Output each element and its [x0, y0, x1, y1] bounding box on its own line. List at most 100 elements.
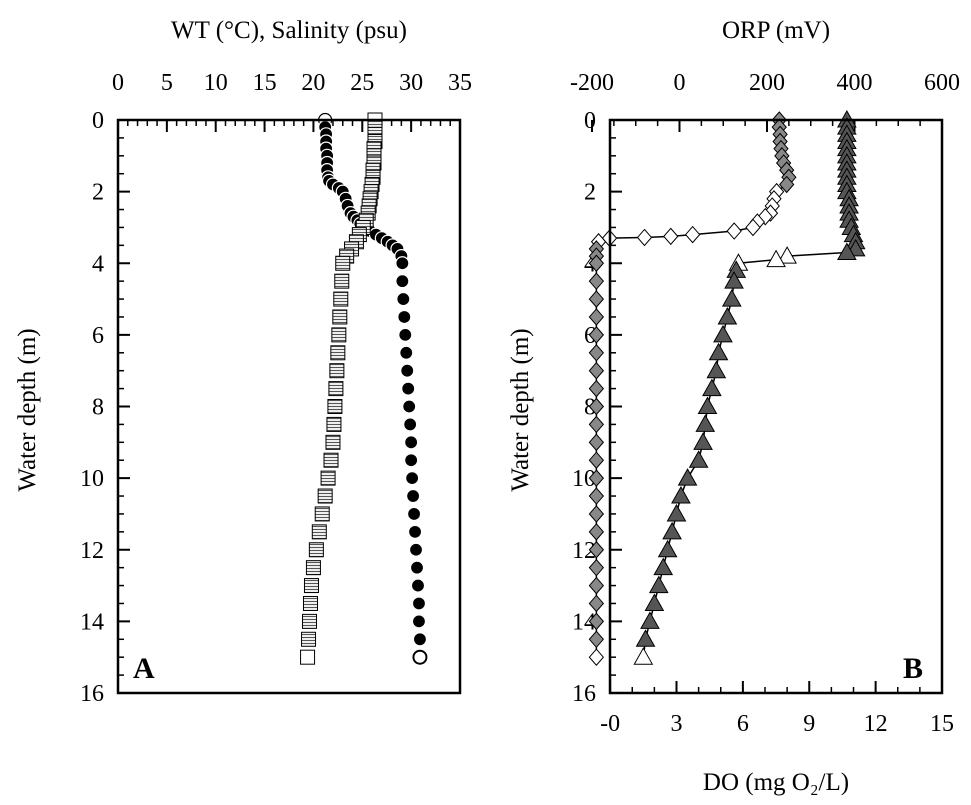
panel-b-top-x-tick-label: 400	[837, 70, 873, 96]
panel-a-x-tick-label: 0	[112, 70, 124, 96]
temperature-point	[400, 363, 415, 378]
temperature-point	[403, 417, 418, 432]
panel-b-bottom-axis-label: DO (mg O₂/L)	[703, 769, 849, 796]
salinity-point	[320, 470, 336, 486]
salinity-point	[335, 255, 351, 271]
orp-point	[588, 272, 605, 290]
do-point	[648, 575, 669, 594]
panel-b-frame	[608, 118, 944, 695]
panel-a-frame	[116, 118, 462, 695]
panel-b-label: B	[903, 652, 923, 685]
panel-a-y-tick-label: 0	[92, 108, 104, 134]
orp-point	[745, 218, 761, 237]
temperature-point	[402, 399, 417, 414]
do-point	[697, 396, 718, 414]
salinity-point	[327, 399, 343, 414]
orp-point	[588, 612, 605, 631]
orp-point	[588, 523, 605, 541]
orp-point	[636, 228, 653, 247]
panel-a-y-tick-label: 8	[92, 395, 104, 421]
salinity-point	[333, 291, 349, 307]
salinity-point	[305, 560, 321, 576]
panel-a-axes: 0 2 4 6 8 10 12 14 16 0 5 10 15 20 25 30 35	[80, 70, 472, 707]
panel-b-bottom-x-tick-label: 6	[737, 711, 749, 737]
panel-a-y-tick-label: 14	[80, 609, 104, 635]
do-point	[693, 432, 713, 450]
temperature-point	[398, 327, 413, 342]
salinity-point	[303, 578, 319, 594]
panel-a-x-tick-label: 30	[399, 70, 423, 96]
orp-point	[588, 361, 605, 380]
temperature-point	[395, 256, 410, 271]
panel-b-top-axis-label: ORP (mV)	[722, 17, 830, 44]
temperature-point	[397, 309, 412, 325]
temperature-point	[405, 471, 420, 486]
temperature-point	[409, 560, 425, 575]
panel-a-y-tick-label: 16	[80, 681, 104, 707]
orp-point	[588, 630, 605, 649]
panel-b-bottom-x-tick-label: -0	[600, 711, 620, 737]
panel-a-y-tick-label: 4	[92, 251, 104, 277]
temperature-point	[404, 453, 419, 468]
orp-point	[588, 326, 605, 344]
panel-b-y-tick-label: 2	[584, 180, 596, 206]
panel-a-y-tick-label: 12	[80, 538, 104, 564]
panel-a-x-tick-label: 5	[161, 70, 173, 96]
do-point	[777, 246, 797, 264]
orp-point	[588, 290, 605, 308]
orp-point	[588, 505, 605, 523]
orp-point	[588, 469, 605, 487]
panel-a-label: A	[133, 652, 155, 685]
panel-b-bottom-x-tick-label: 12	[864, 711, 888, 737]
do-point	[640, 611, 660, 629]
panel-a-top-axis-label: WT (°C), Salinity (psu)	[171, 17, 407, 44]
orp-line	[595, 120, 790, 658]
salinity-point	[302, 613, 318, 629]
salinity-point	[334, 273, 350, 289]
do-point	[706, 360, 727, 379]
orp-point	[588, 308, 605, 326]
do-point	[653, 557, 674, 576]
do-point	[671, 486, 691, 504]
salinity-point	[329, 363, 345, 379]
orp-point	[588, 540, 605, 559]
do-point	[713, 324, 733, 343]
orp-point	[588, 397, 605, 416]
temperature-point	[411, 614, 427, 629]
do-point	[644, 593, 665, 611]
salinity-point	[308, 542, 324, 558]
panel-a-y-tick-label: 6	[92, 323, 104, 349]
temperature-point	[395, 274, 410, 289]
orp-point	[726, 222, 742, 240]
salinity-point	[323, 452, 339, 468]
orp-point	[684, 225, 701, 244]
do-point	[635, 629, 656, 647]
do-point	[702, 378, 722, 397]
salinity-point	[331, 327, 347, 343]
salinity-point	[302, 595, 318, 611]
orp-point	[588, 415, 605, 434]
temperature-point	[412, 632, 428, 647]
salinity-point	[311, 524, 327, 540]
salinity-point	[314, 506, 330, 522]
temperature-point	[401, 381, 416, 396]
salinity-point	[332, 309, 348, 325]
temperature-point	[412, 649, 428, 665]
panel-b-marks	[588, 109, 866, 666]
salinity-point	[328, 381, 344, 397]
salinity-point	[300, 649, 316, 665]
temperature-point	[396, 291, 411, 307]
orp-point	[588, 433, 605, 452]
temperature-point	[399, 345, 414, 360]
panel-a-marks	[300, 112, 428, 665]
panel-b-y-tick-label: 0	[584, 108, 596, 134]
orp-point	[588, 558, 605, 577]
orp-point	[588, 254, 605, 273]
do-point	[633, 647, 654, 665]
salinity-point	[301, 631, 317, 647]
panel-a-y-tick-label: 2	[92, 180, 104, 206]
panel-b-top-x-tick-label: 200	[749, 70, 785, 96]
do-point	[837, 242, 857, 261]
do-point	[708, 342, 729, 361]
